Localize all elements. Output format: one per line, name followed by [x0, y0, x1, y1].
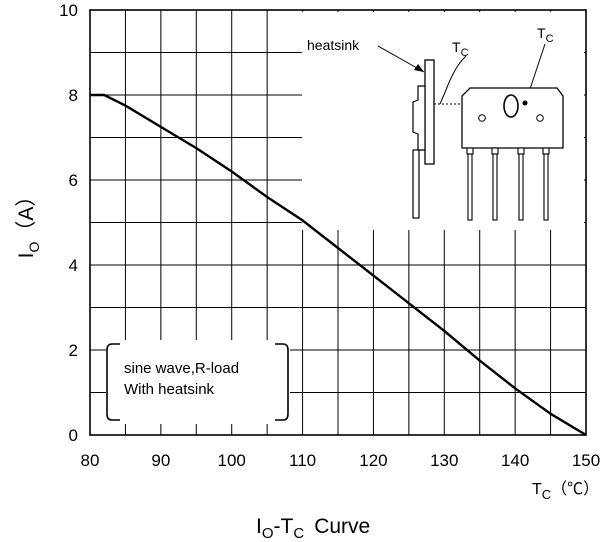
y-tick-label: 0 — [69, 426, 78, 445]
tick-labels: 80 90 100 110 120 130 140 150 0 2 4 6 8 10 — [59, 1, 600, 470]
io-tc-series-line — [90, 93, 587, 437]
x-tick-label: 120 — [359, 451, 387, 470]
device-side-profile — [412, 85, 426, 151]
note-line-1: sine wave,R-load — [124, 360, 239, 377]
note-line-2: With heatsink — [124, 381, 215, 398]
x-tick-label: 110 — [289, 451, 316, 470]
x-axis-label: TC（℃） — [532, 480, 599, 502]
tc-label-right: TC — [537, 25, 554, 45]
y-tick-label: 4 — [69, 256, 78, 275]
x-tick-label: 90 — [151, 451, 170, 470]
x-tick-label: 130 — [430, 451, 458, 470]
lead-3-pin — [518, 153, 524, 221]
plot-frame — [89, 9, 587, 436]
x-tick-label: 150 — [572, 451, 600, 470]
condition-note: sine wave,R-load With heatsink — [106, 340, 290, 424]
package-leads — [466, 147, 550, 221]
lead-3 — [517, 147, 525, 155]
y-tick-label: 2 — [69, 341, 78, 360]
y-tick-label: 10 — [59, 1, 78, 20]
note-right-bracket — [275, 343, 289, 421]
y-axis-label: IO（A） — [15, 186, 42, 259]
heatsink-label: heatsink — [307, 37, 360, 53]
marker-circle-left — [478, 114, 486, 122]
y-tick-label: 6 — [69, 171, 78, 190]
lead-1 — [466, 147, 474, 155]
package-body-front — [461, 87, 564, 149]
lead-2 — [491, 147, 499, 155]
heatsink-leader-arrowhead — [414, 64, 424, 72]
device-side-lead — [412, 149, 420, 219]
tc-left-leader — [439, 55, 467, 105]
y-tick-label: 8 — [69, 86, 78, 105]
lead-1-pin — [467, 153, 473, 221]
tc-point-dot — [522, 100, 528, 106]
lead-4 — [542, 147, 550, 155]
note-left-bracket — [106, 343, 120, 421]
x-tick-label: 80 — [81, 451, 100, 470]
mounting-hole — [503, 94, 519, 118]
series-layer — [90, 93, 587, 437]
marker-circle-right — [536, 114, 544, 122]
heatsink-plate — [424, 59, 435, 165]
tc-label-left: TC — [452, 39, 469, 59]
x-tick-label: 100 — [218, 451, 246, 470]
package-inset-diagram: heatsink TC TC — [302, 12, 584, 230]
x-tick-label: 140 — [501, 451, 529, 470]
lead-4-pin — [543, 153, 549, 221]
lead-2-pin — [492, 153, 498, 221]
chart-title: IO-TC Curve — [256, 515, 370, 542]
